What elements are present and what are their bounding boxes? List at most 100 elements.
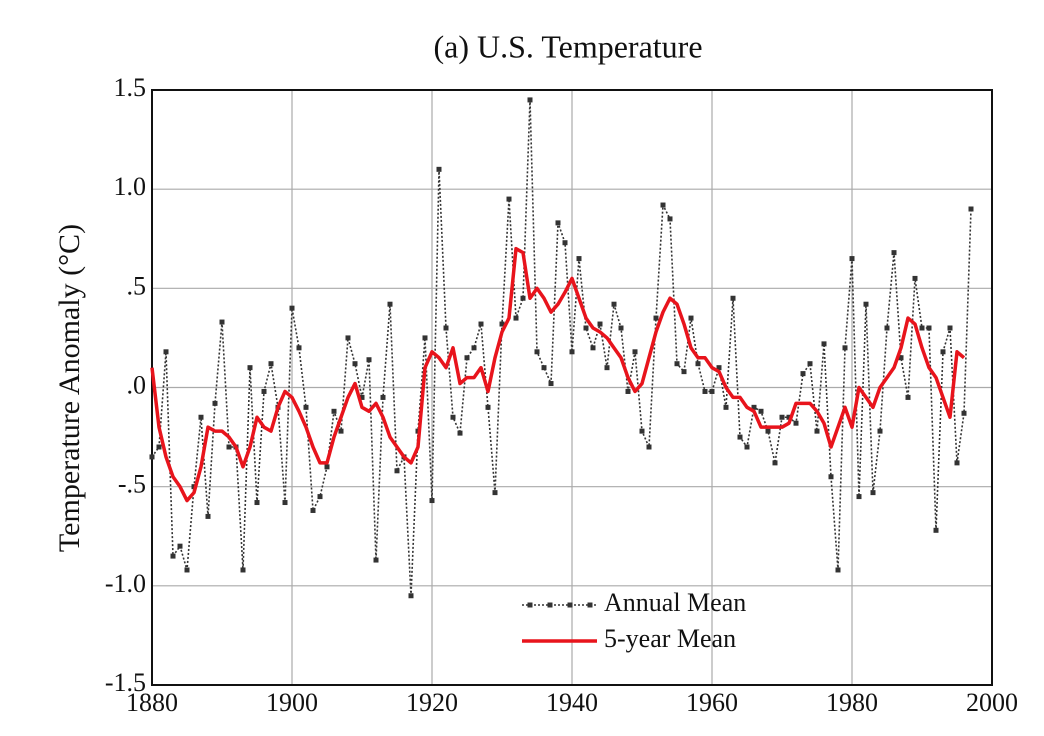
series-line xyxy=(150,246,966,503)
data-point xyxy=(870,490,876,496)
legend-marker xyxy=(527,602,533,608)
data-point xyxy=(856,494,862,500)
y-tick-label: .0 xyxy=(127,370,147,399)
data-point xyxy=(471,345,477,351)
data-point xyxy=(688,315,694,321)
data-point xyxy=(499,321,505,327)
data-point xyxy=(443,325,449,331)
data-point xyxy=(247,365,253,371)
data-point xyxy=(940,349,946,355)
data-point xyxy=(394,468,400,474)
data-point xyxy=(359,394,365,400)
y-tick-label: -1.0 xyxy=(105,569,146,598)
legend-marker xyxy=(547,602,553,608)
data-point xyxy=(674,361,680,367)
data-point xyxy=(891,250,897,256)
data-point xyxy=(576,256,582,262)
x-tick-label: 1940 xyxy=(546,688,598,717)
data-point xyxy=(618,325,624,331)
y-tick-label: -.5 xyxy=(118,470,146,499)
data-point xyxy=(387,301,393,307)
data-point xyxy=(695,361,701,367)
data-point xyxy=(800,371,806,377)
data-point xyxy=(751,404,757,410)
data-point xyxy=(961,410,967,416)
data-point xyxy=(352,361,358,367)
legend-label: Annual Mean xyxy=(604,588,746,617)
legend-marker xyxy=(587,602,593,608)
data-point xyxy=(254,500,260,506)
series-line xyxy=(151,99,972,597)
data-point xyxy=(968,206,974,212)
data-point xyxy=(485,404,491,410)
data-point xyxy=(835,567,841,573)
data-point xyxy=(912,275,918,281)
data-point xyxy=(331,408,337,414)
data-point xyxy=(898,355,904,361)
data-point xyxy=(457,430,463,436)
data-point xyxy=(667,216,673,222)
data-point xyxy=(793,420,799,426)
data-point xyxy=(156,444,162,450)
data-point xyxy=(296,345,302,351)
data-point xyxy=(863,301,869,307)
data-point xyxy=(828,474,834,480)
data-point xyxy=(590,345,596,351)
data-point xyxy=(226,444,232,450)
data-point xyxy=(905,394,911,400)
data-point xyxy=(583,325,589,331)
data-point xyxy=(534,349,540,355)
data-point xyxy=(282,500,288,506)
data-point xyxy=(212,400,218,406)
data-point xyxy=(772,460,778,466)
y-tick-label: 1.5 xyxy=(114,73,147,102)
x-tick-label: 1960 xyxy=(686,688,738,717)
data-point xyxy=(842,345,848,351)
data-point xyxy=(170,553,176,559)
data-point xyxy=(492,490,498,496)
plot-frame xyxy=(151,89,993,686)
data-point xyxy=(849,256,855,262)
data-point xyxy=(219,319,225,325)
data-point xyxy=(289,305,295,311)
data-point xyxy=(730,295,736,301)
data-point xyxy=(268,361,274,367)
data-point xyxy=(660,202,666,208)
x-tick-label: 2000 xyxy=(966,688,1018,717)
data-point xyxy=(205,513,211,519)
data-point xyxy=(947,325,953,331)
data-point xyxy=(632,349,638,355)
data-point xyxy=(744,444,750,450)
data-point xyxy=(919,325,925,331)
data-point xyxy=(877,428,883,434)
data-point xyxy=(653,315,659,321)
data-point xyxy=(639,428,645,434)
x-tick-label: 1980 xyxy=(826,688,878,717)
data-point xyxy=(709,388,715,394)
data-point xyxy=(429,498,435,504)
data-point xyxy=(569,349,575,355)
data-point xyxy=(324,464,330,470)
data-point xyxy=(933,527,939,533)
data-point xyxy=(380,394,386,400)
data-point xyxy=(450,414,456,420)
chart-title: (a) U.S. Temperature xyxy=(433,28,702,64)
data-point xyxy=(926,325,932,331)
data-point xyxy=(786,414,792,420)
data-point xyxy=(506,196,512,202)
data-point xyxy=(681,369,687,375)
data-point xyxy=(604,365,610,371)
data-point xyxy=(562,240,568,246)
y-axis-label: Temperature Anomaly (°C) xyxy=(53,224,86,552)
data-point xyxy=(814,428,820,434)
data-point xyxy=(555,220,561,226)
data-point xyxy=(597,321,603,327)
y-tick-label: 1.0 xyxy=(114,172,147,201)
y-tick-label: .5 xyxy=(127,271,147,300)
data-point xyxy=(702,388,708,394)
data-point xyxy=(548,381,554,387)
data-point xyxy=(422,335,428,341)
data-point xyxy=(520,295,526,301)
data-point xyxy=(527,97,533,103)
